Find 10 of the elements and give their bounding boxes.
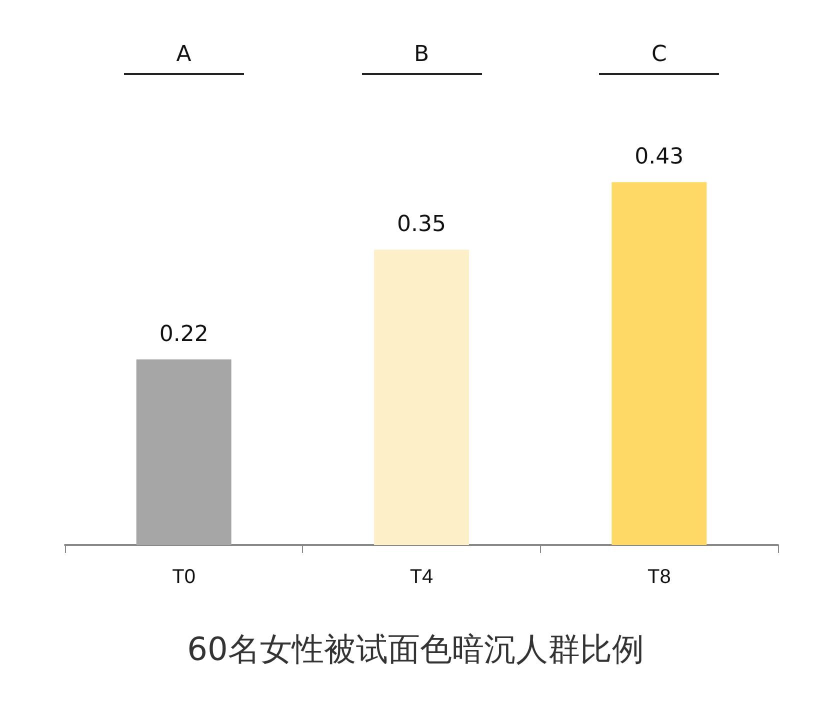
data-label: 0.35	[397, 212, 446, 238]
x-tick-label: T8	[647, 566, 671, 588]
x-tick-label: T4	[410, 566, 434, 588]
text: C	[650, 42, 668, 67]
data-label: 0.43	[634, 144, 684, 170]
text: 60名女性被试面色暗沉人群比例	[186, 629, 645, 670]
x-tick-label: T0	[172, 566, 196, 588]
text: B	[412, 42, 430, 67]
data-label: 0.22	[159, 322, 208, 347]
text: A	[175, 42, 192, 67]
